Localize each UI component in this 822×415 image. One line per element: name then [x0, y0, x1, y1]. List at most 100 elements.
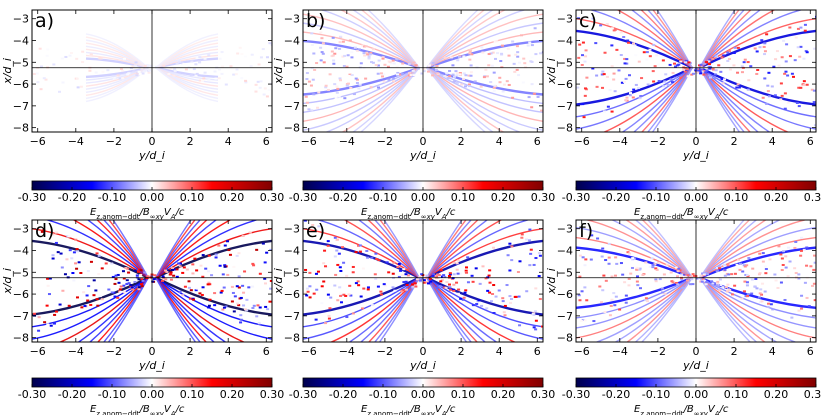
heatmap-cell: [612, 72, 616, 75]
heatmap-cell: [303, 291, 307, 294]
heatmap-cell: [395, 58, 399, 61]
heatmap-cell: [338, 47, 342, 50]
heatmap-cell: [54, 241, 58, 244]
heatmap-contour: [303, 31, 420, 69]
heatmap-cell: [767, 302, 771, 305]
heatmap-cell: [812, 254, 816, 257]
colorbar-tick-label: -0.10: [369, 191, 397, 204]
heatmap-cell: [346, 82, 350, 85]
heatmap-cell: [655, 54, 659, 57]
y-tick-label: −5: [557, 56, 573, 69]
heatmap-cell: [336, 299, 340, 302]
heatmap-cell: [213, 70, 217, 73]
x-tick-label: −2: [650, 345, 666, 358]
heatmap-cell: [492, 89, 496, 92]
heatmap-contour: [656, 10, 693, 69]
heatmap-cell: [679, 76, 683, 79]
heatmap-cell: [495, 40, 499, 43]
heatmap-cell: [312, 52, 316, 55]
heatmap-cell: [303, 220, 307, 222]
heatmap-cell: [399, 269, 403, 272]
heatmap-cell: [243, 308, 247, 311]
heatmap-cell: [800, 307, 804, 310]
heatmap-cell: [758, 252, 762, 255]
colorbar-tick-label: -0.30: [562, 388, 590, 401]
heatmap-cell: [609, 304, 613, 307]
heatmap-contour: [426, 67, 543, 122]
heatmap-cell: [365, 249, 369, 252]
heatmap-cell: [107, 288, 111, 291]
heatmap-cell: [401, 72, 405, 75]
heatmap-cell: [221, 273, 225, 276]
colorbar-label: Ez,anom−ddt/B∞xyVA/c: [90, 404, 185, 415]
heatmap-contour: [699, 277, 816, 319]
heatmap-cell: [448, 69, 452, 72]
heatmap-cell: [402, 281, 406, 284]
heatmap-cell: [381, 56, 385, 59]
heatmap-cell: [581, 41, 585, 44]
heatmap-cell: [445, 281, 449, 284]
heatmap-cell: [98, 57, 102, 60]
heatmap-cell: [366, 53, 370, 56]
heatmap-cell: [670, 280, 674, 283]
heatmap-cell: [537, 275, 541, 278]
heatmap-cell: [493, 40, 497, 43]
heatmap-cell: [488, 269, 492, 272]
heatmap-cell: [206, 270, 210, 273]
heatmap-cell: [511, 40, 515, 43]
heatmap-cell: [356, 49, 360, 52]
heatmap-cell: [350, 74, 354, 77]
heatmap-contour: [426, 67, 487, 132]
heatmap-cell: [207, 254, 211, 257]
x-tick-label: 4: [496, 345, 503, 358]
heatmap-cell: [138, 72, 142, 75]
heatmap-cell: [259, 80, 263, 83]
heatmap-cell: [178, 265, 182, 268]
heatmap-cell: [88, 69, 92, 72]
heatmap-cell: [602, 73, 606, 76]
heatmap-cell: [664, 73, 668, 76]
heatmap-cell: [333, 52, 337, 55]
heatmap-cell: [786, 246, 790, 249]
heatmap-cell: [654, 280, 658, 283]
heatmap-cell: [45, 304, 49, 307]
heatmap-cell: [244, 81, 248, 84]
heatmap-cell: [46, 48, 50, 51]
heatmap-cell: [467, 85, 471, 88]
colorbar-tick-label: -0.10: [98, 191, 126, 204]
heatmap-cell: [311, 223, 315, 226]
y-tick-label: −4: [13, 245, 29, 258]
heatmap-cell: [747, 256, 751, 259]
heatmap-cell: [386, 65, 390, 68]
heatmap-cell: [392, 77, 396, 80]
heatmap-cell: [261, 48, 265, 51]
heatmap-cell: [38, 47, 42, 50]
heatmap-cell: [137, 268, 141, 271]
heatmap-cell: [743, 280, 747, 283]
heatmap-cell: [532, 326, 536, 329]
heatmap-cell: [382, 283, 386, 286]
heatmap-cell: [624, 294, 628, 297]
heatmap-cell: [190, 60, 194, 63]
heatmap-cell: [373, 273, 377, 276]
heatmap-cell: [464, 269, 468, 272]
x-tick-label: −2: [377, 135, 393, 148]
heatmap-cell: [710, 280, 714, 283]
colorbar-tick-label: -0.20: [602, 388, 630, 401]
heatmap-cell: [425, 274, 429, 277]
heatmap-cell: [416, 67, 420, 70]
x-tick-label: 6: [263, 345, 270, 358]
heatmap-cell: [183, 285, 187, 288]
heatmap-cell: [767, 71, 771, 74]
heatmap-cell: [727, 57, 731, 60]
heatmap-cell: [258, 272, 262, 275]
heatmap-contour: [699, 277, 816, 329]
heatmap-cell: [396, 73, 400, 76]
x-tick-label: 2: [731, 345, 738, 358]
heatmap-cell: [492, 284, 496, 287]
heatmap-cell: [181, 271, 185, 274]
heatmap-cell: [632, 88, 636, 91]
heatmap-cell: [758, 46, 762, 49]
heatmap-cell: [445, 72, 449, 75]
heatmap-cell: [658, 278, 662, 281]
